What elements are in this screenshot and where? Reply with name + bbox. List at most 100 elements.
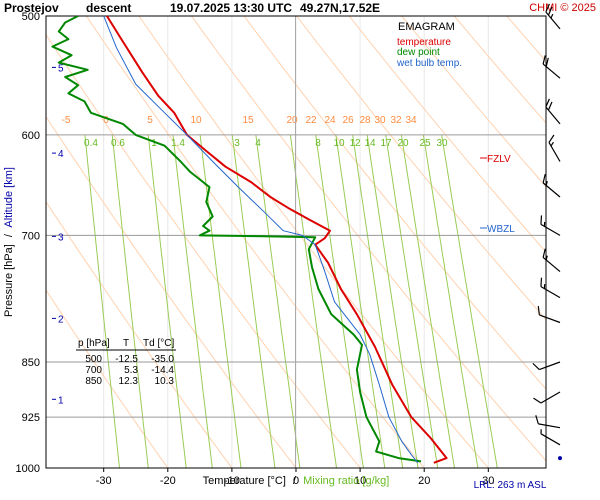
temperature-tick-label: -30 [96,475,112,487]
mixing-ratio-line [231,134,276,468]
mixing-ratio-top-label: 14 [364,138,376,149]
chart-title-datetime: 19.07.2025 13:30 UTC [170,1,292,15]
isotherm-top-label: 28 [359,115,371,126]
chart-title-phase: descent [86,1,131,15]
pressure-tick-label: 700 [22,230,40,242]
mixing-ratio-line [352,134,404,468]
pressure-tick-label: 600 [22,130,40,142]
temperature-tick-label: 20 [418,475,430,487]
dry-adiabat-line [46,200,233,468]
mixing-ratio-top-label: 25 [419,138,431,149]
table-row-td: -14.4 [151,365,174,376]
dry-adiabat-line [138,16,489,468]
isotherm-top-label: -5 [62,115,71,126]
wind-barb-flag [545,57,549,67]
isotherm-top-label: 0 [103,115,109,126]
mixing-ratio-top-label: 30 [436,138,448,149]
table-row-td: -35.0 [151,354,174,365]
wind-barb-staff [548,142,561,162]
wind-barb [540,429,561,446]
temperature-tick-label: -20 [160,475,176,487]
chart-title-station: Prostejov [4,1,59,15]
chart-title-coords: 49.27N,17.52E [300,1,380,15]
table-row-t: 5.3 [124,365,138,376]
x-axis-label-sep: / [293,475,297,487]
mixing-ratio-line [84,134,120,468]
wind-barb [537,306,561,324]
dry-adiabat-line [401,16,546,188]
grid-lines [46,16,600,468]
series-line-dew-point [51,16,422,463]
wind-barb-half-flag [543,221,546,227]
wind-barb-flag [548,134,555,143]
x-axis-label-temperature: Temperature [°C] [203,475,286,487]
series-line-temperature [106,16,448,464]
mixing-ratio-line [147,134,187,468]
altitude-axis: 1 2 3 4 5 [52,63,64,406]
wind-barb-staff [540,391,561,404]
isotherm-top-label: 26 [342,115,354,126]
mixing-ratio-top-label: 0.6 [111,138,125,149]
table-row-t: -12.5 [115,354,138,365]
dry-adiabat-line [46,115,297,468]
lrl-label: LRL: 263 m ASL [474,480,547,491]
y-axis-label-altitude: Altitude [km] [3,167,15,228]
wind-barb-flag [542,55,546,65]
x-axis-label-mixing: Mixing ratio [g/kg] [303,475,389,487]
dry-adiabat-line [560,16,600,468]
table-row-t: 12.3 [119,376,139,387]
wind-barb-flag [545,3,550,13]
altitude-tick-label: 5 [58,63,64,74]
pressure-tick-label: 500 [22,11,40,23]
wind-barb-flag [545,98,550,108]
wind-barb-flag [547,6,553,16]
table-row-p: 850 [85,376,102,387]
wind-barb-flag [537,306,540,316]
isotherm-top-label: 24 [324,115,336,126]
wind-barb-staff [538,423,561,429]
mixing-ratio-line [400,134,455,468]
mixing-ratio-top-label: 1 [151,138,157,149]
legend-item-temperature: temperature [397,37,451,48]
wind-barb-half-flag [543,284,546,289]
wind-barb [545,3,561,30]
mixing-ratio-line [441,134,498,468]
mixing-ratio-line [111,134,149,468]
temperature-tick-label: 30 [482,475,494,487]
wind-barb-flag [542,248,546,258]
mixing-ratio-top-label: 17 [380,138,392,149]
fzlv-label: FZLV [487,154,511,165]
altitude-tick-label: 4 [58,149,64,160]
y-axis-label-sep: / [3,233,15,237]
svg-text:Pressure [hPa] / A: Pressure [hPa] / Altitude [km] [3,167,15,317]
dry-adiabat-line [46,289,169,468]
y-axis-label-pressure: Pressure [hPa] [3,244,15,317]
isotherm-top-label: 10 [190,115,202,126]
table-row-p: 700 [85,365,102,376]
mixing-ratio-line [422,134,479,468]
mixing-ratio-top-label: 20 [397,138,409,149]
mixing-ratio-top-label: 12 [349,138,361,149]
pressure-tick-label: 925 [22,412,40,424]
freezing-level-marker: FZLV [480,154,511,165]
legend-item-wet-bulb: wet bulb temp. [396,58,462,69]
table-header-t: T [123,338,129,349]
wind-barb-staff [540,433,561,446]
wind-barb-half-flag [550,141,554,147]
altitude-tick-label: 3 [58,232,64,243]
wind-barb [540,277,561,299]
y-axis-label: Pressure [hPa] / Altitude [km] [3,167,15,317]
legend-title: EMAGRAM [398,21,455,33]
mixing-ratio-top-label: 10 [333,138,345,149]
isotherm-top-label: 34 [405,115,417,126]
legend-item-dew-point: dew point [397,47,440,58]
wind-barb-half-flag [540,429,542,434]
mixing-ratio-line [289,134,337,468]
dry-adiabat-line [190,16,546,462]
wind-barb [540,215,561,236]
wind-barb-half-flag [545,255,548,261]
wind-barb-flag [532,362,540,370]
wind-barb-flag [533,397,542,404]
wind-barb-calm [558,456,562,461]
